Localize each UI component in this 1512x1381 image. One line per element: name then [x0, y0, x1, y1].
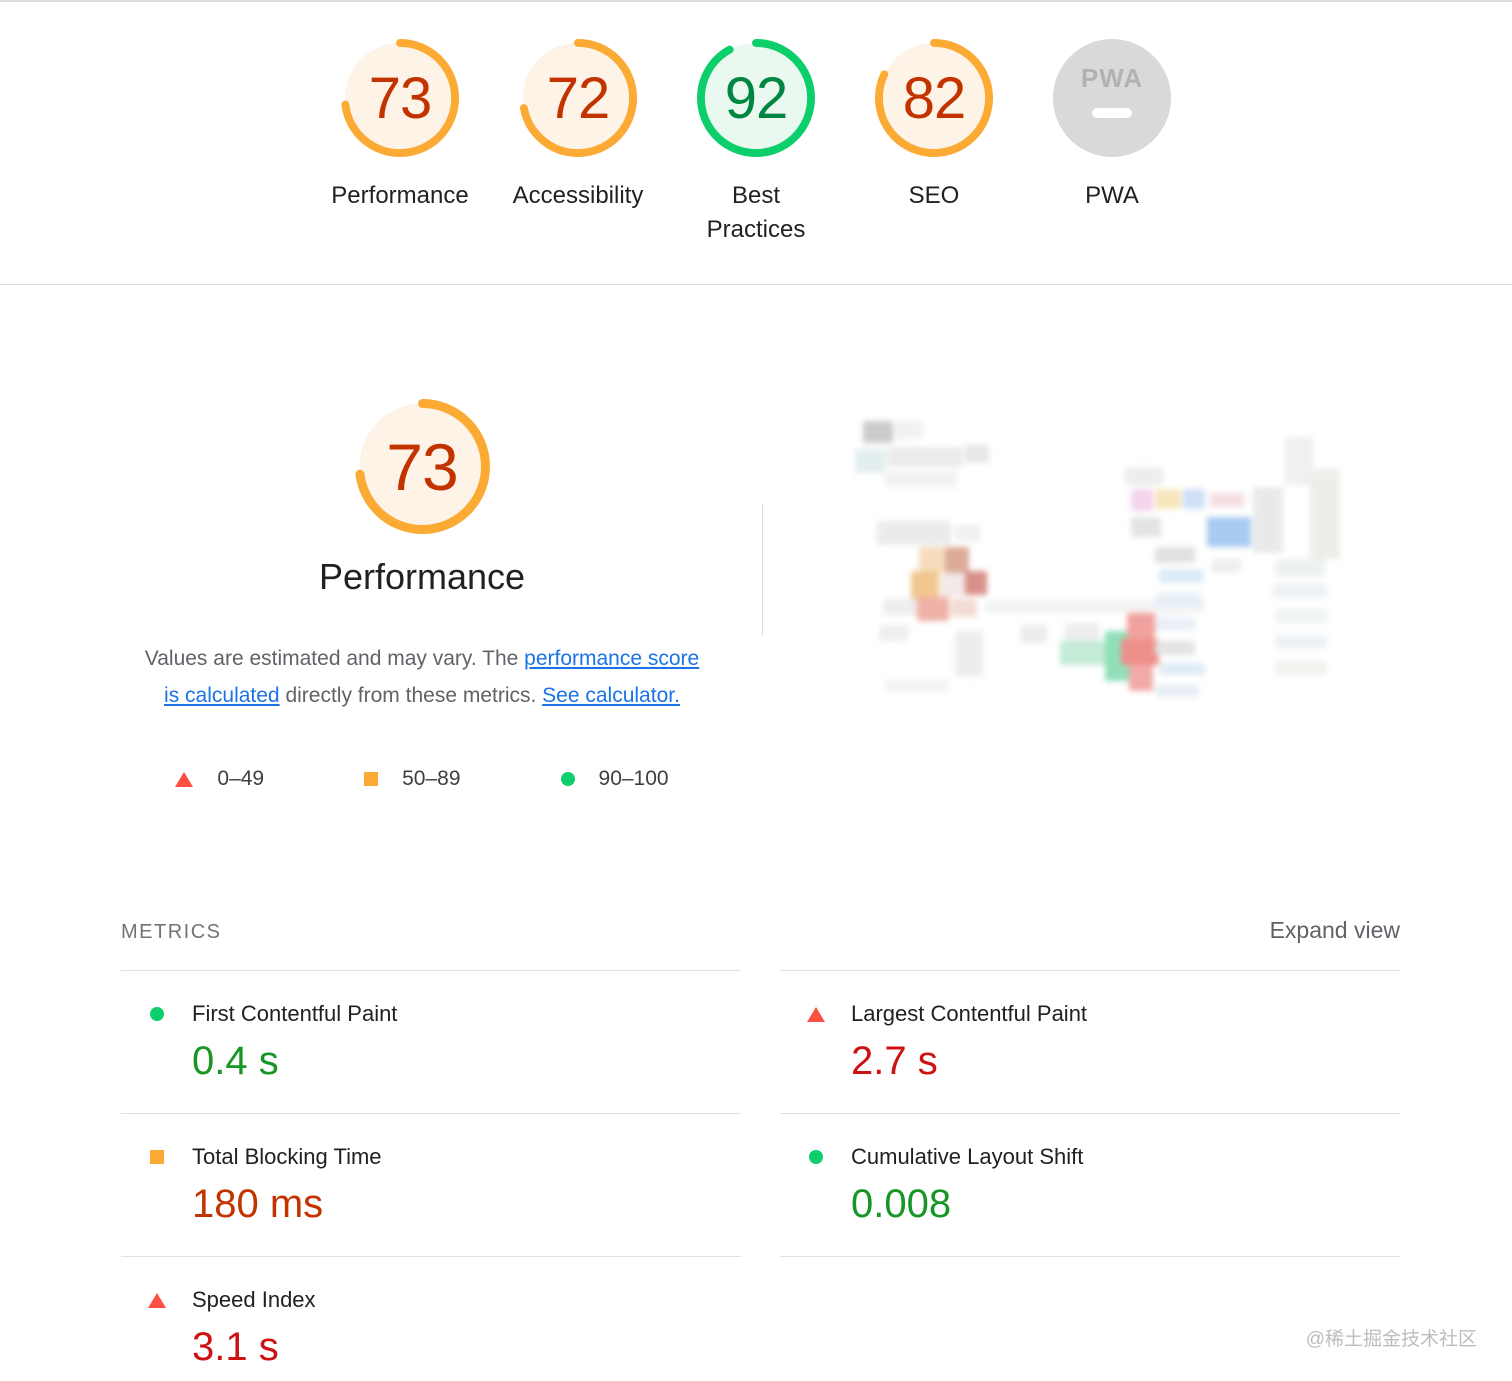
performance-main-gauge-icon: 73 [354, 399, 490, 534]
description-text: Values are estimated and may vary. The [144, 647, 525, 671]
metric-value: 0.008 [851, 1182, 952, 1227]
performance-label: Performance [331, 182, 469, 209]
score-legend: 0–49 50–89 90–100 [175, 767, 669, 791]
pass-circle-icon [560, 772, 575, 787]
legend-fail: 0–49 [175, 767, 264, 791]
accessibility-label: Accessibility [512, 182, 644, 209]
best-practices-score: 92 [724, 65, 789, 131]
metric-value: 3.1 s [192, 1325, 279, 1370]
description-text-2: directly from these metrics. [279, 684, 543, 708]
legend-pass: 90–100 [560, 767, 669, 791]
legend-pass-range: 90–100 [598, 767, 669, 791]
gauge-pwa[interactable]: PWA PWA [1023, 39, 1201, 284]
metrics-column-left: First Contentful Paint 0.4 s Total Block… [121, 970, 741, 1381]
page-screenshot-thumbnail [855, 409, 1343, 709]
expand-view-link[interactable]: Expand view [1269, 917, 1400, 944]
best-practices-gauge-icon: 92 [697, 39, 815, 157]
pwa-dash-icon [1092, 108, 1132, 118]
accessibility-gauge-icon: 72 [519, 39, 637, 157]
metric-value: 0.4 s [192, 1039, 279, 1084]
gauge-best-practices[interactable]: 92 Best Practices [667, 39, 845, 284]
performance-main-score: 73 [386, 429, 458, 504]
gauge-performance[interactable]: 73 Performance [311, 39, 489, 284]
metrics-heading: METRICS [121, 921, 222, 944]
metrics-section: METRICS Expand view First Contentful Pai… [121, 917, 1400, 1381]
metrics-columns: First Contentful Paint 0.4 s Total Block… [121, 970, 1400, 1381]
metrics-header: METRICS Expand view [121, 917, 1400, 944]
performance-score-calculated-link-2[interactable]: is calculated [164, 684, 280, 708]
see-calculator-link[interactable]: See calculator. [542, 684, 680, 708]
vertical-divider [762, 505, 763, 635]
metric-label: Total Blocking Time [192, 1144, 382, 1170]
performance-summary-right [763, 399, 1512, 791]
performance-score-calculated-link[interactable]: performance score [524, 647, 700, 671]
metric-first-contentful-paint: First Contentful Paint 0.4 s [121, 970, 741, 1113]
metrics-column-right: Largest Contentful Paint 2.7 s Cumulativ… [780, 970, 1400, 1381]
gauge-accessibility[interactable]: 72 Accessibility [489, 39, 667, 284]
seo-label: SEO [908, 182, 960, 209]
performance-description: Values are estimated and may vary. The p… [92, 640, 752, 714]
scores-overview: 73 Performance 72 Accessibility 92 Best … [0, 0, 1512, 285]
pwa-badge-icon: PWA [1053, 39, 1171, 157]
metric-value: 2.7 s [851, 1039, 938, 1084]
performance-summary: 73 Performance Values are estimated and … [0, 285, 1512, 791]
metric-label: First Contentful Paint [192, 1001, 398, 1027]
fail-triangle-icon [807, 1006, 825, 1022]
seo-gauge-icon: 82 [875, 39, 993, 157]
metric-label: Cumulative Layout Shift [851, 1144, 1084, 1170]
fail-triangle-icon [175, 771, 194, 787]
metric-largest-contentful-paint: Largest Contentful Paint 2.7 s [780, 970, 1400, 1113]
pwa-badge-text: PWA [1080, 63, 1144, 93]
watermark: @稀土掘金技术社区 [1305, 1329, 1477, 1350]
legend-average: 50–89 [364, 767, 461, 791]
metric-speed-index: Speed Index 3.1 s [121, 1256, 741, 1381]
performance-gauge-icon: 73 [341, 39, 459, 157]
pwa-label: PWA [1085, 182, 1139, 209]
pass-circle-icon [150, 1007, 164, 1022]
pass-circle-icon [809, 1150, 823, 1165]
metric-label: Speed Index [192, 1287, 316, 1313]
average-square-icon [364, 772, 379, 787]
metric-label: Largest Contentful Paint [851, 1001, 1088, 1027]
legend-average-range: 50–89 [402, 767, 461, 791]
seo-score: 82 [902, 65, 967, 131]
performance-score: 73 [368, 65, 433, 131]
metric-total-blocking-time: Total Blocking Time 180 ms [121, 1113, 741, 1256]
metric-value: 180 ms [192, 1182, 324, 1227]
best-practices-label: Best Practices [706, 182, 806, 243]
accessibility-score: 72 [546, 65, 611, 131]
performance-summary-left: 73 Performance Values are estimated and … [0, 399, 762, 791]
gauge-seo[interactable]: 82 SEO [845, 39, 1023, 284]
metric-cumulative-layout-shift: Cumulative Layout Shift 0.008 [780, 1113, 1400, 1256]
average-square-icon [150, 1150, 164, 1165]
page-title: Performance [318, 556, 526, 597]
fail-triangle-icon [148, 1292, 166, 1308]
legend-fail-range: 0–49 [217, 767, 265, 791]
